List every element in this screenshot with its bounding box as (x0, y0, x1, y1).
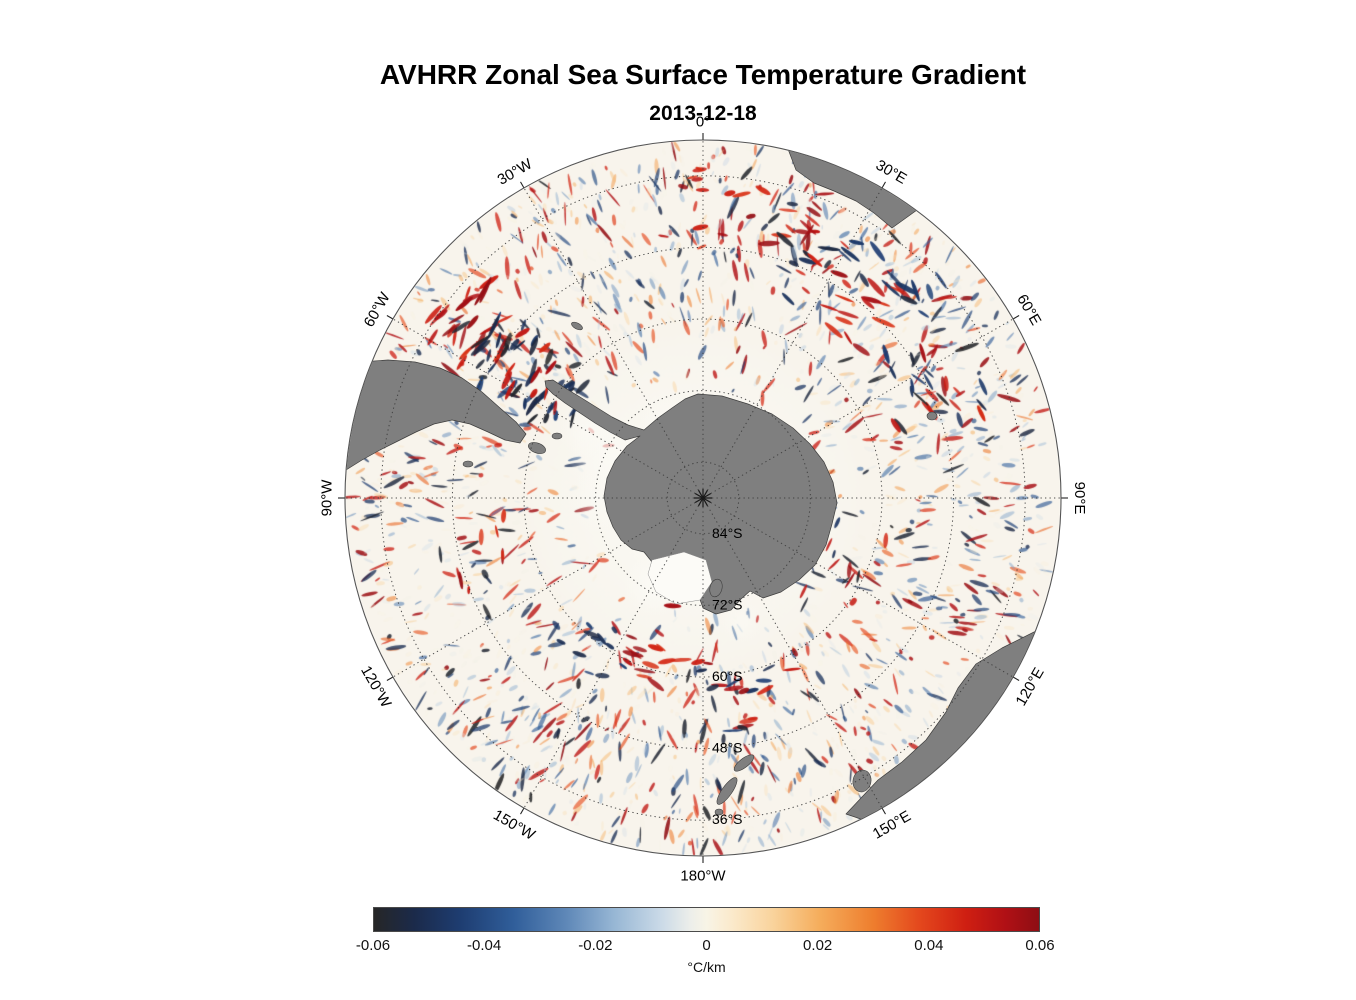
latitude-label-48S: 48°S (712, 740, 743, 756)
roosevelt-island (709, 578, 723, 598)
meridian-label-90E: 90°E (1071, 482, 1088, 515)
graticule-circle (451, 246, 955, 750)
new-zealand-islands (716, 777, 738, 805)
meridian-label-30E: 30°E (873, 157, 910, 188)
meridian-label-0: 0° (696, 113, 710, 130)
meridian-label-30W: 30°W (495, 155, 536, 189)
meridian-label-180W: 180°W (680, 867, 726, 884)
colorbar-ticks: -0.06 -0.04 -0.02 0 0.02 0.04 0.06 (356, 937, 1055, 957)
meridian-label-90W: 90°W (318, 479, 335, 517)
south-georgia-island (571, 321, 583, 331)
falkland-islands (462, 460, 474, 468)
meridian-line (392, 318, 704, 499)
colorbar-tick-label: 0.02 (803, 937, 833, 954)
pole-marker (697, 489, 709, 507)
australia-landmass (845, 559, 1061, 856)
south-america-landmass (345, 359, 527, 481)
meridian-tick (881, 181, 886, 189)
ross-ice-shelf (647, 551, 713, 605)
meridian-line (392, 497, 704, 678)
meridian-line (523, 497, 704, 809)
colorbar-tick-label: -0.06 (355, 937, 391, 954)
colorbar-tick-label: -0.04 (467, 937, 502, 954)
latitude-label-36S: 36°S (712, 811, 743, 827)
tierra-del-fuego-islands (551, 432, 563, 440)
meridian-tick (520, 181, 525, 189)
tierra-del-fuego-islands (528, 442, 546, 454)
graticule-circle (380, 175, 1026, 821)
meridian-tick (1012, 676, 1020, 681)
meridian-line (702, 497, 883, 809)
meridian-tick (520, 807, 525, 815)
map-rim (344, 139, 1062, 857)
meridian-line (702, 318, 1014, 499)
colorbar-tick-label: -0.02 (578, 937, 613, 954)
latitude-label-72S: 72°S (712, 596, 743, 612)
colorbar-tick-label: 0.06 (1025, 937, 1055, 954)
latitude-label-84S: 84°S (712, 525, 743, 541)
new-zealand-islands (733, 754, 755, 772)
meridian-line (702, 187, 883, 499)
meridian-line (523, 187, 704, 499)
meridian-label-150E: 150°E (870, 808, 914, 843)
colorbar-unit-label: °C/km (687, 959, 726, 975)
meridian-label-60E: 60°E (1013, 291, 1044, 328)
colorbar-tick-label: 0 (702, 937, 711, 954)
kerguelen-island (926, 411, 938, 421)
latitude-label-60S: 60°S (712, 668, 743, 684)
colorbar-gradient (373, 907, 1040, 932)
meridian-tick (1012, 315, 1020, 320)
colorbar-tick-label: 0.04 (914, 937, 944, 954)
africa-landmass (779, 140, 943, 229)
meridian-label-120E: 120°E (1013, 665, 1048, 709)
meridian-tick (386, 676, 394, 681)
graticule-circle (666, 461, 740, 535)
landmasses (345, 140, 1061, 856)
new-zealand-islands (714, 808, 724, 816)
antarctica-landmass (544, 379, 838, 615)
meridian-line (702, 497, 1014, 678)
graticule-circle (523, 318, 883, 678)
meridian-label-60W: 60°W (361, 289, 395, 330)
tasmania-island (852, 769, 872, 793)
meridian-tick (386, 315, 394, 320)
meridian-tick (881, 807, 886, 815)
